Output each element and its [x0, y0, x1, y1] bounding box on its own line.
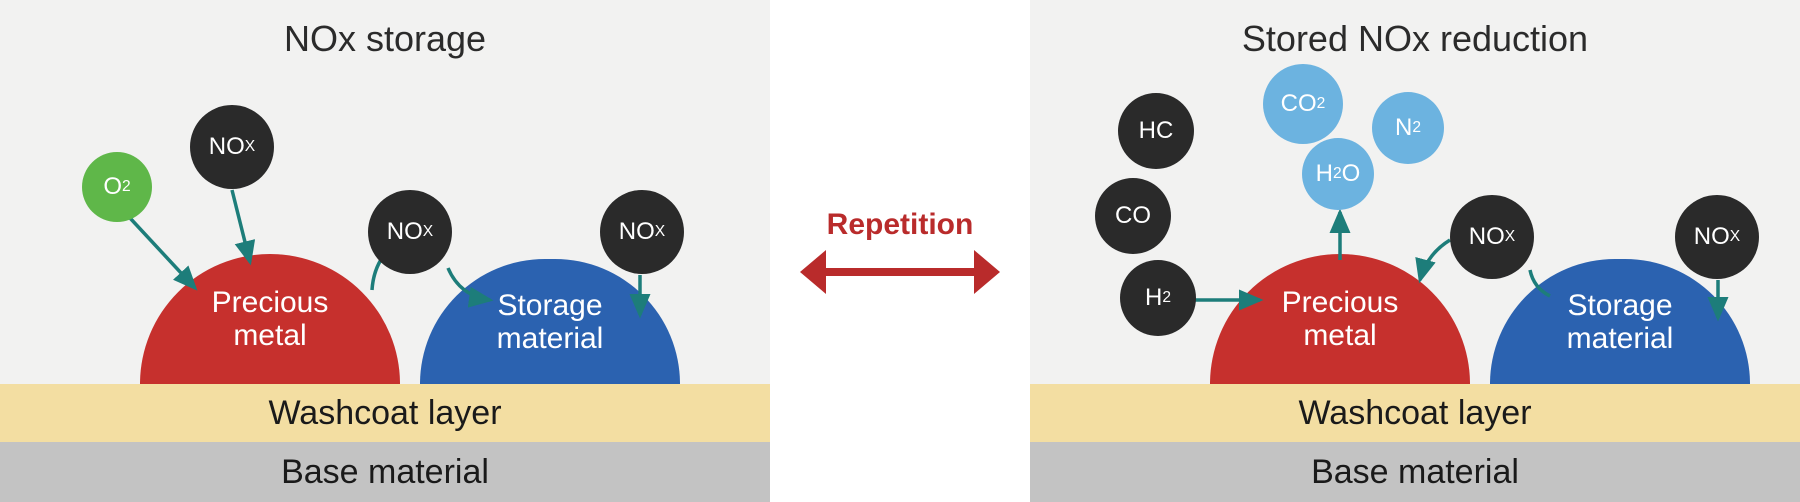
molecule-nox-top-1: NOX	[190, 105, 274, 189]
molecule-nox-mid-2: NOX	[600, 190, 684, 274]
washcoat-layer: Washcoat layer	[1030, 384, 1800, 442]
panel-nox-storage: NOx storageWashcoat layerBase materialPr…	[0, 0, 770, 502]
diagram-container: NOx storageWashcoat layerBase materialPr…	[0, 0, 1800, 502]
molecule-co: CO	[1095, 178, 1171, 254]
panel-stored-nox-reduction: Stored NOx reduction Washcoat layerBase m…	[1030, 0, 1800, 502]
molecule-h2o: H2O	[1302, 138, 1374, 210]
molecule-hc: HC	[1118, 93, 1194, 169]
repetition-section: Repetition	[770, 0, 1030, 502]
panel-title: Stored NOx reduction	[1030, 18, 1800, 60]
washcoat-layer: Washcoat layer	[0, 384, 770, 442]
base-material-layer: Base material	[0, 442, 770, 502]
repetition-label: Repetition	[827, 208, 974, 242]
molecule-h2: H2	[1120, 260, 1196, 336]
molecule-nox-mid-2: NOX	[1675, 195, 1759, 279]
molecule-n2: N2	[1372, 92, 1444, 164]
panel-title: NOx storage	[0, 18, 770, 60]
molecule-nox-mid-1: NOX	[1450, 195, 1534, 279]
molecule-nox-mid-1: NOX	[368, 190, 452, 274]
molecule-o2: O2	[82, 152, 152, 222]
repetition-arrow-icon	[800, 250, 1000, 294]
molecule-co2: CO2	[1263, 64, 1343, 144]
base-material-layer: Base material	[1030, 442, 1800, 502]
